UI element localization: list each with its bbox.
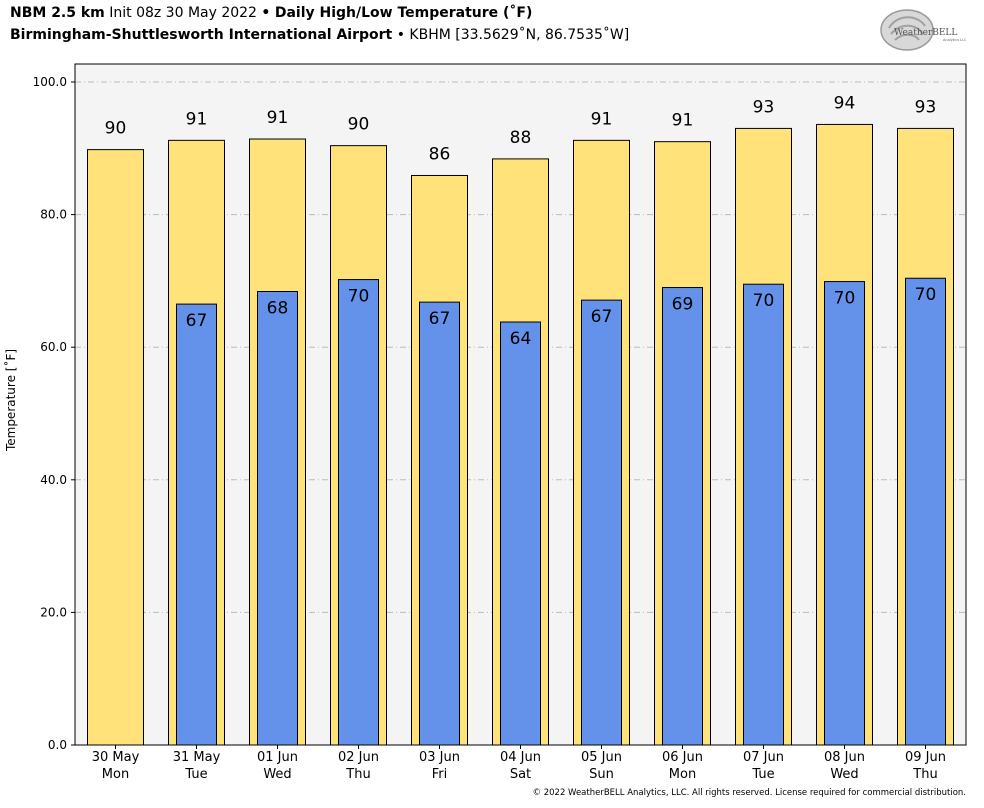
low-temp-bar bbox=[824, 281, 865, 746]
init-time: Init 08z 30 May 2022 bbox=[109, 5, 257, 21]
low-temp-bar bbox=[581, 299, 622, 746]
x-tick-weekday: Wed bbox=[263, 767, 291, 782]
high-temp-label: 93 bbox=[753, 97, 775, 117]
x-tick-date: 04 Jun bbox=[500, 750, 541, 765]
low-temp-bar bbox=[500, 321, 541, 746]
low-temp-bar bbox=[662, 287, 703, 746]
x-tick-weekday: Thu bbox=[912, 767, 937, 782]
x-tick-date: 01 Jun bbox=[257, 750, 298, 765]
chart-title-line-2: Birmingham-Shuttlesworth International A… bbox=[10, 27, 629, 43]
low-temp-bar bbox=[338, 279, 379, 746]
x-tick-date: 02 Jun bbox=[338, 750, 379, 765]
high-temp-label: 88 bbox=[510, 128, 532, 148]
low-temp-label: 64 bbox=[510, 329, 532, 349]
x-tick-weekday: Wed bbox=[830, 767, 858, 782]
low-temp-label: 67 bbox=[429, 309, 451, 329]
low-temp-bar bbox=[905, 277, 946, 746]
y-tick-label: 0.0 bbox=[48, 738, 67, 752]
low-temp-bar bbox=[743, 283, 784, 746]
model-name: NBM 2.5 km bbox=[10, 5, 105, 21]
low-temp-label: 69 bbox=[672, 295, 694, 315]
chart-title-line-1: NBM 2.5 km Init 08z 30 May 2022 • Daily … bbox=[10, 5, 532, 21]
x-tick-date: 31 May bbox=[173, 750, 221, 765]
low-temp-label: 67 bbox=[186, 311, 208, 331]
x-tick-weekday: Sat bbox=[510, 767, 531, 782]
x-tick-weekday: Tue bbox=[184, 767, 207, 782]
weatherbell-logo: WeatherBELL Analytics LLC bbox=[880, 9, 967, 51]
copyright-footer: © 2022 WeatherBELL Analytics, LLC. All r… bbox=[532, 788, 966, 798]
low-temp-label: 67 bbox=[591, 307, 613, 327]
x-tick-date: 06 Jun bbox=[662, 750, 703, 765]
x-tick-weekday: Thu bbox=[345, 767, 370, 782]
low-temp-bar bbox=[257, 291, 298, 746]
x-tick-weekday: Mon bbox=[669, 767, 696, 782]
low-temp-bar bbox=[176, 303, 217, 746]
y-tick-label: 40.0 bbox=[40, 473, 67, 487]
low-temp-bar bbox=[419, 301, 460, 746]
title-bullet: • bbox=[261, 5, 271, 21]
plot-frame bbox=[74, 63, 967, 746]
high-temp-label: 91 bbox=[591, 109, 613, 129]
high-temp-label: 91 bbox=[672, 111, 694, 131]
low-temp-label: 70 bbox=[834, 289, 856, 309]
y-tick-label: 60.0 bbox=[40, 340, 67, 354]
low-temp-label: 70 bbox=[348, 287, 370, 307]
logo-subtext: Analytics LLC bbox=[943, 38, 967, 42]
y-tick-label: 20.0 bbox=[40, 605, 67, 619]
low-temp-label: 70 bbox=[915, 285, 937, 305]
x-tick-date: 09 Jun bbox=[905, 750, 946, 765]
station-info: KBHM [33.5629˚N, 86.7535˚W] bbox=[409, 27, 630, 43]
x-tick-weekday: Mon bbox=[102, 767, 129, 782]
high-temp-bar bbox=[87, 149, 144, 746]
low-temp-label: 70 bbox=[753, 291, 775, 311]
title-bullet-2: • bbox=[396, 27, 405, 43]
x-tick-date: 30 May bbox=[92, 750, 140, 765]
x-tick-date: 07 Jun bbox=[743, 750, 784, 765]
high-temp-label: 93 bbox=[915, 97, 937, 117]
low-temp-label: 68 bbox=[267, 299, 289, 319]
x-tick-weekday: Sun bbox=[589, 767, 614, 782]
high-temp-label: 91 bbox=[186, 109, 208, 129]
high-temp-label: 86 bbox=[429, 144, 451, 164]
x-tick-weekday: Fri bbox=[432, 767, 448, 782]
product-name: Daily High/Low Temperature (˚F) bbox=[274, 5, 533, 21]
y-tick-label: 100.0 bbox=[33, 75, 67, 89]
logo-text: WeatherBELL bbox=[894, 28, 957, 38]
y-axis-label: Temperature [˚F] bbox=[4, 348, 18, 452]
y-tick-label: 80.0 bbox=[40, 208, 67, 222]
high-temp-label: 90 bbox=[105, 119, 127, 139]
x-tick-date: 08 Jun bbox=[824, 750, 865, 765]
x-tick-weekday: Tue bbox=[751, 767, 774, 782]
station-name: Birmingham-Shuttlesworth International A… bbox=[10, 27, 393, 43]
high-temp-label: 91 bbox=[267, 108, 289, 128]
x-tick-date: 03 Jun bbox=[419, 750, 460, 765]
high-temp-label: 94 bbox=[834, 93, 856, 113]
x-tick-date: 05 Jun bbox=[581, 750, 622, 765]
high-temp-label: 90 bbox=[348, 115, 370, 135]
